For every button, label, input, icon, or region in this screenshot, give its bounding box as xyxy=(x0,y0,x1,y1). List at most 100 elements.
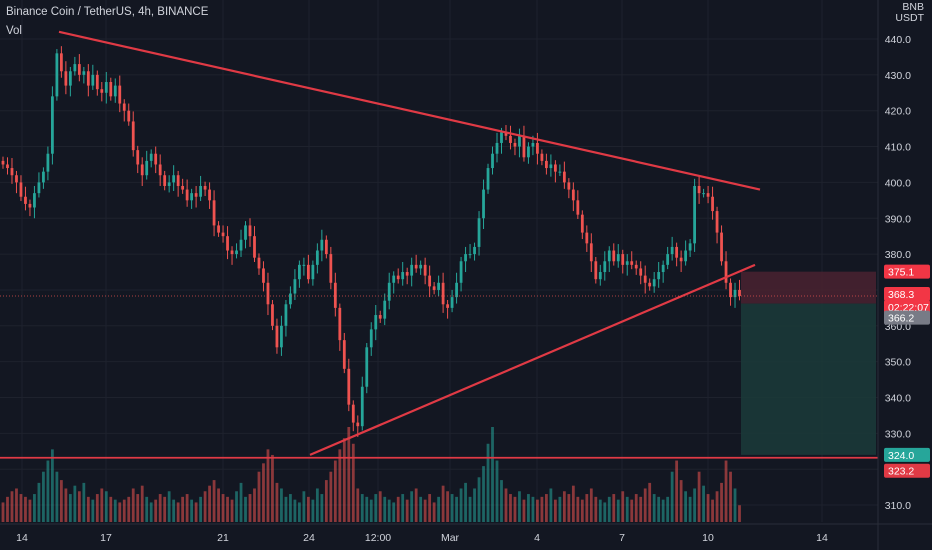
volume-bar xyxy=(230,499,234,522)
price-badge-text: 375.1 xyxy=(888,267,914,279)
volume-bar xyxy=(1,502,5,522)
candle-body xyxy=(495,142,499,154)
candle-body xyxy=(576,200,580,215)
price-badge-text: 366.2 xyxy=(888,313,914,325)
volume-bar xyxy=(302,491,306,522)
volume-bar xyxy=(396,496,400,522)
volume-bar xyxy=(266,449,270,522)
y-tick-label: 400.0 xyxy=(885,177,911,189)
candle-body xyxy=(702,193,705,195)
candle-body xyxy=(549,164,553,169)
candle-body xyxy=(365,347,369,387)
price-badge-entry xyxy=(884,310,930,325)
candle-body xyxy=(24,196,27,204)
volume-bar xyxy=(122,499,126,522)
candle-body xyxy=(643,275,647,283)
candle-body xyxy=(190,193,194,201)
candle-body xyxy=(697,185,701,194)
candle-body xyxy=(131,121,135,151)
candle-body xyxy=(221,232,225,237)
volume-bar xyxy=(64,488,68,522)
volume-bar xyxy=(172,499,176,522)
volume-bar xyxy=(414,488,418,522)
candle-body xyxy=(140,164,144,176)
candle-body xyxy=(145,160,149,176)
candle-body xyxy=(127,110,131,122)
volume-bar xyxy=(679,480,683,522)
volume-indicator-label[interactable]: Vol xyxy=(6,25,22,37)
volume-bar xyxy=(10,491,14,522)
chart-grid xyxy=(0,0,878,522)
volume-bar xyxy=(42,471,45,522)
candle-body xyxy=(612,250,616,262)
volume-bar xyxy=(15,488,18,522)
currency-label: BNB USDT xyxy=(895,2,924,24)
volume-bar xyxy=(468,496,472,522)
candle-body xyxy=(6,164,9,169)
candle-body xyxy=(410,264,414,276)
candle-body xyxy=(59,53,63,72)
volume-bar xyxy=(235,491,238,522)
candle-body xyxy=(603,261,607,273)
volume-bar xyxy=(248,494,252,522)
candle-body xyxy=(648,282,652,287)
volume-bar xyxy=(589,488,593,522)
volume-bar xyxy=(28,499,32,522)
candle-body xyxy=(73,64,77,72)
volume-bar xyxy=(163,496,167,522)
volume-bar xyxy=(338,449,342,522)
volume-bar xyxy=(86,496,90,522)
take-profit-zone xyxy=(741,303,876,455)
volume-bar xyxy=(271,454,274,522)
currency-top: BNB xyxy=(902,1,924,13)
candle-body xyxy=(33,193,36,208)
candle-body xyxy=(441,282,445,305)
y-tick-label: 410.0 xyxy=(885,142,911,154)
volume-bars xyxy=(1,427,741,522)
candle-body xyxy=(329,254,333,283)
volume-bar xyxy=(675,460,679,522)
volume-bar xyxy=(459,488,463,522)
candle-body xyxy=(536,142,539,154)
volume-bar xyxy=(558,496,562,522)
volume-bar xyxy=(562,491,566,522)
candle-body xyxy=(158,164,162,176)
volume-bar xyxy=(104,491,108,522)
time-axis[interactable]: 14 17 21 24 12:00 Mar 4 7 10 14 xyxy=(16,532,828,544)
volume-bar xyxy=(401,494,405,522)
candle-body xyxy=(109,82,113,97)
candle-body xyxy=(607,250,611,262)
volume-bar xyxy=(571,485,575,522)
candle-body xyxy=(324,239,328,255)
y-tick-label: 310.0 xyxy=(885,500,911,512)
volume-bar xyxy=(203,491,207,522)
candle-body xyxy=(172,175,176,183)
candle-body xyxy=(477,218,481,247)
volume-bar xyxy=(109,496,113,522)
candle-body xyxy=(68,71,72,86)
volume-bar xyxy=(688,496,692,522)
price-badge-text: 324.0 xyxy=(888,450,914,462)
volume-bar xyxy=(598,499,602,522)
candle-body xyxy=(306,264,310,280)
candle-body xyxy=(342,340,346,369)
lower-trendline xyxy=(309,263,756,456)
volume-bar xyxy=(553,499,557,522)
candle-body xyxy=(37,182,41,194)
volume-bar xyxy=(706,494,710,522)
candle-body xyxy=(203,185,207,190)
volume-bar xyxy=(158,494,162,522)
volume-bar xyxy=(253,488,256,522)
volume-bar xyxy=(697,471,701,522)
price-badge-text: 323.2 xyxy=(888,466,914,478)
volume-bar xyxy=(51,449,54,522)
candle-body xyxy=(289,293,292,305)
candle-body xyxy=(693,185,696,244)
x-tick-label: 14 xyxy=(16,532,28,544)
volume-bar xyxy=(95,494,99,522)
volume-bar xyxy=(190,499,194,522)
candle-body xyxy=(275,325,279,348)
volume-bar xyxy=(580,499,584,522)
candle-body xyxy=(715,211,719,233)
